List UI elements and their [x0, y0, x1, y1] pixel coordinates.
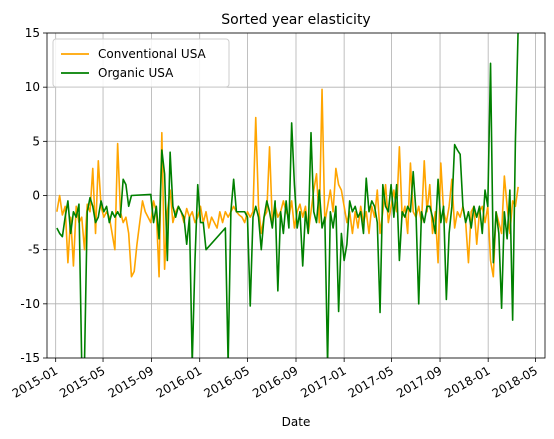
series-lines — [56, 33, 519, 358]
x-tick-label: 2015-01 — [10, 363, 60, 400]
x-tick-label: 2017-05 — [346, 363, 396, 400]
y-axis-ticks: -15 -10 -5 0 5 10 15 — [20, 26, 47, 365]
series-line — [56, 33, 519, 358]
x-tick-label: 2016-05 — [202, 363, 252, 400]
legend-label: Organic USA — [98, 66, 174, 80]
y-tick-label: 10 — [25, 80, 40, 94]
x-tick-label: 2015-09 — [106, 363, 156, 400]
x-tick-label: 2016-09 — [250, 363, 300, 400]
legend: Conventional USA Organic USA — [52, 38, 230, 88]
chart-title: Sorted year elasticity — [221, 12, 370, 28]
x-tick-label: 2018-01 — [442, 363, 492, 400]
y-tick-label: 0 — [32, 189, 40, 203]
legend-box — [52, 38, 230, 88]
y-tick-label: -10 — [20, 297, 40, 311]
x-axis-title: Date — [282, 415, 311, 429]
x-tick-label: 2016-01 — [154, 363, 204, 400]
y-tick-label: -5 — [28, 243, 40, 257]
x-tick-label: 2015-05 — [57, 363, 107, 400]
y-tick-label: -15 — [20, 351, 40, 365]
y-tick-label: 5 — [32, 134, 40, 148]
x-axis-ticks: 2015-012015-052015-092016-012016-052016-… — [10, 358, 540, 401]
x-tick-label: 2017-01 — [298, 363, 348, 400]
y-tick-label: 15 — [25, 26, 40, 40]
x-tick-label: 2018-05 — [490, 363, 540, 400]
x-tick-label: 2017-09 — [394, 363, 444, 400]
legend-label: Conventional USA — [98, 47, 207, 61]
